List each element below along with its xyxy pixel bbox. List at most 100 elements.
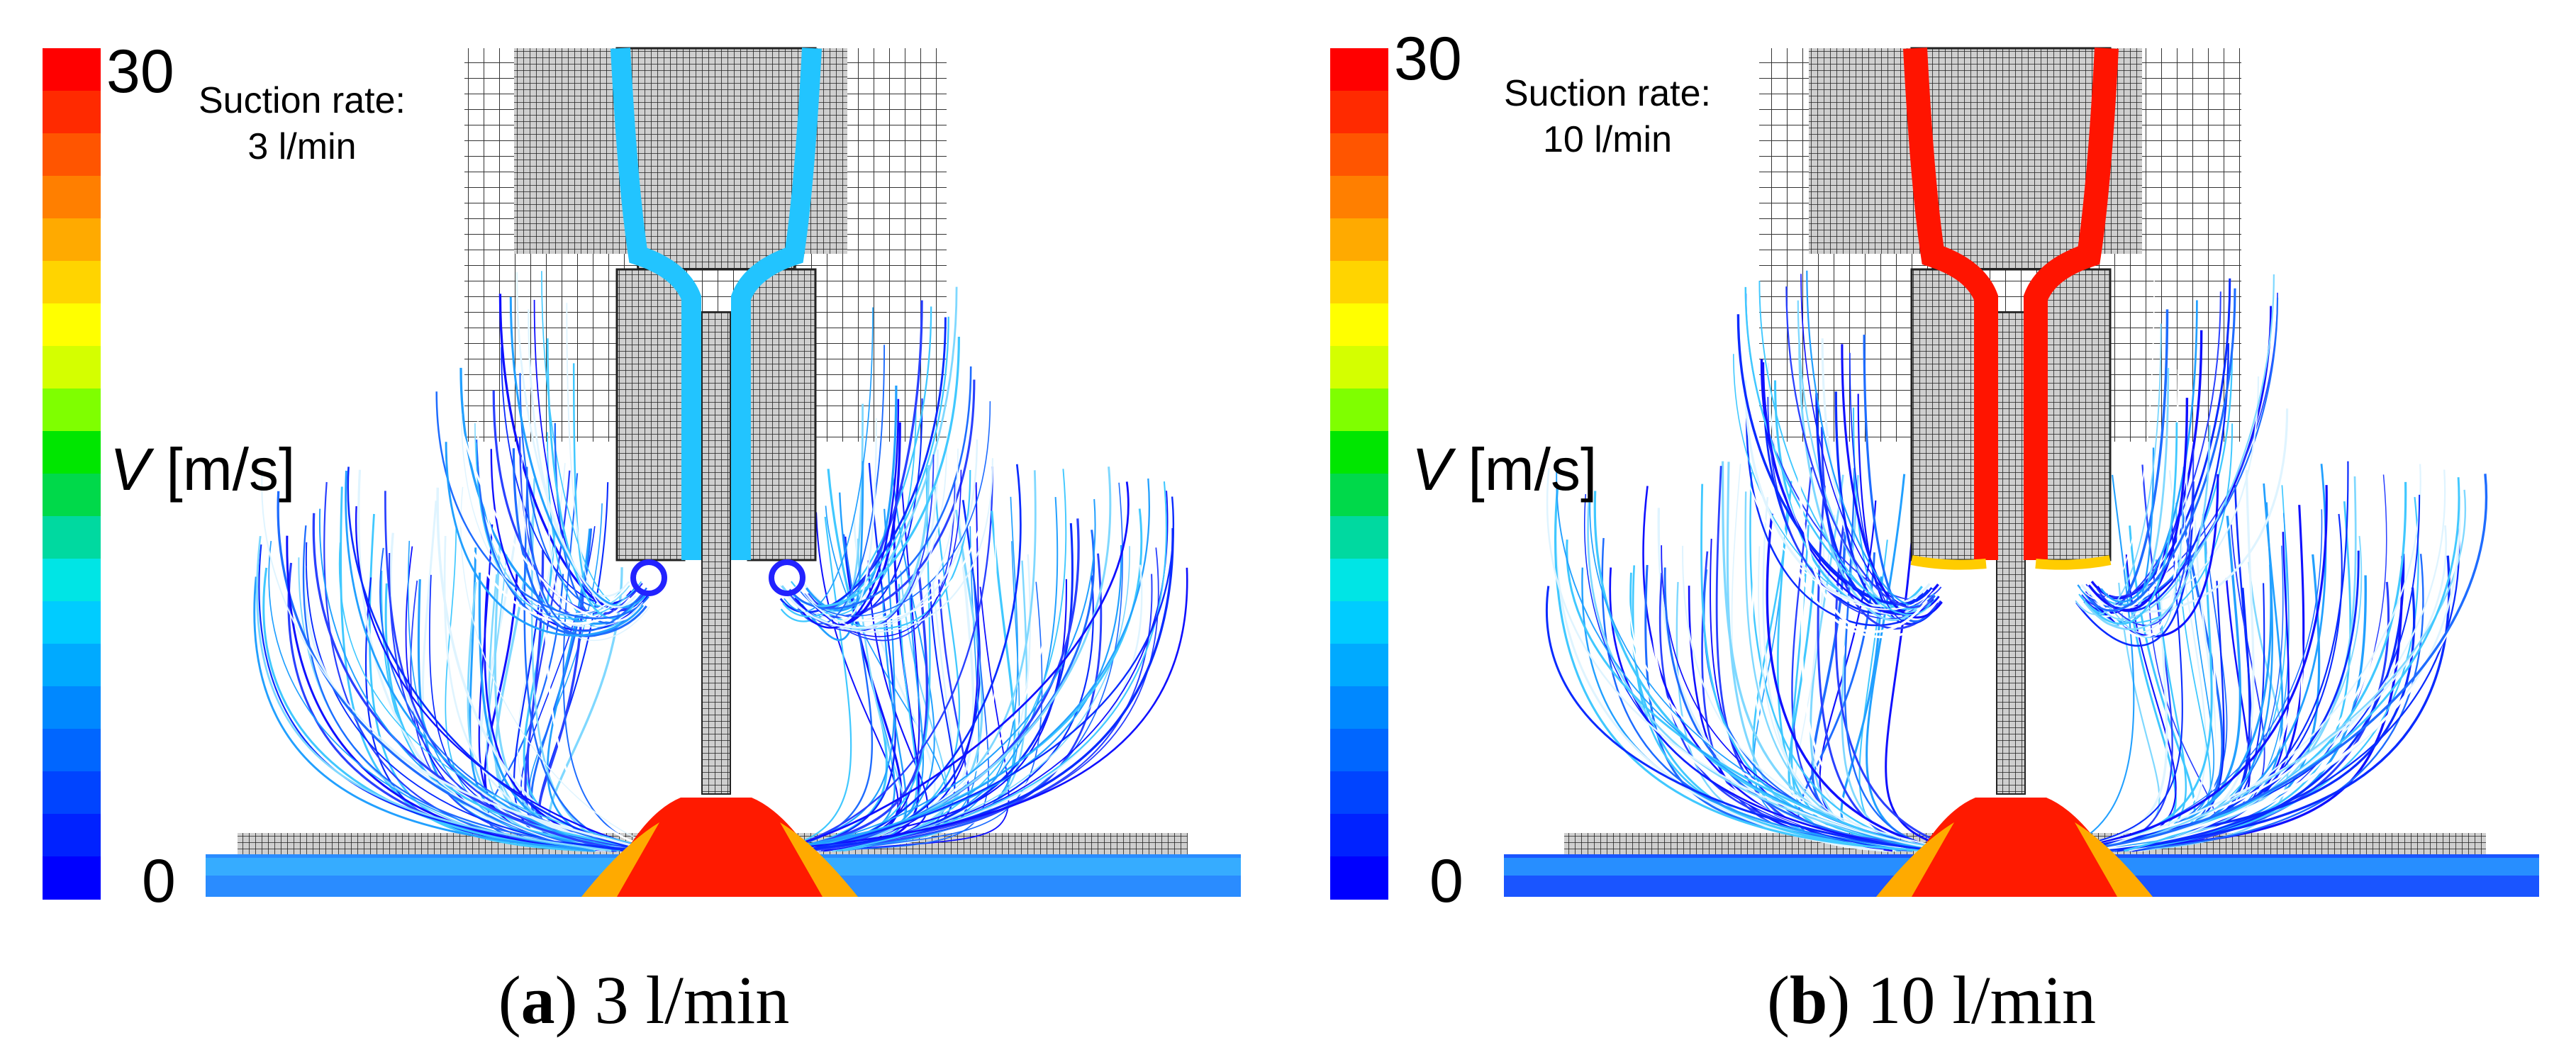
nozzle-upper bbox=[615, 47, 817, 271]
streamline bbox=[1584, 493, 1907, 851]
colorbar-swatch bbox=[43, 389, 101, 432]
streamline bbox=[782, 469, 888, 852]
colorbar-swatch bbox=[43, 559, 101, 602]
colorbar-a bbox=[43, 48, 101, 900]
streamline bbox=[1863, 335, 1937, 623]
caption-b: (b) 10 l/min bbox=[1288, 961, 2575, 1039]
nozzle-left-leg bbox=[615, 268, 686, 561]
streamline bbox=[445, 314, 640, 622]
suction-rate-title: Suction rate: bbox=[1504, 73, 1711, 114]
streamline bbox=[784, 307, 874, 613]
streamline bbox=[2080, 422, 2178, 625]
streamline bbox=[768, 567, 1188, 852]
streamline bbox=[517, 463, 637, 851]
colorbar-swatch bbox=[43, 686, 101, 730]
suction-channel-right bbox=[2024, 47, 2119, 560]
colorbar-swatch bbox=[43, 601, 101, 644]
jet-edge bbox=[1876, 822, 2153, 897]
colorbar-swatch bbox=[1330, 474, 1388, 517]
colorbar-swatch bbox=[1330, 218, 1388, 262]
streamline bbox=[345, 470, 610, 852]
caption-letter: a bbox=[520, 962, 555, 1038]
streamline bbox=[802, 496, 1175, 852]
panel-a: 30 0 V [m/s] Suction rate: 3 l/min (a) 3… bbox=[0, 41, 1288, 1039]
streamline bbox=[2055, 474, 2135, 852]
streamline bbox=[1556, 466, 1944, 851]
streamline bbox=[546, 528, 669, 852]
caption-paren-open: ( bbox=[1766, 962, 1790, 1038]
streamline bbox=[1768, 362, 1928, 615]
streamline bbox=[1744, 286, 1932, 610]
streamline bbox=[819, 575, 1094, 852]
caption-paren-close: ) bbox=[554, 962, 578, 1038]
caption-text: 10 l/min bbox=[1850, 962, 2096, 1038]
colorbar-swatch bbox=[1330, 48, 1388, 91]
streamline bbox=[2124, 464, 2327, 852]
streamlines-b bbox=[1546, 270, 2488, 852]
streamline bbox=[2067, 471, 2481, 852]
colorbar-swatch bbox=[1330, 261, 1388, 304]
streamline bbox=[788, 366, 972, 610]
streamline bbox=[519, 373, 637, 608]
streamline bbox=[490, 449, 649, 632]
colorbar-swatch bbox=[1330, 814, 1388, 857]
streamline bbox=[1730, 371, 1934, 610]
streamline bbox=[268, 540, 620, 851]
streamline bbox=[1546, 586, 1940, 852]
colorbar-swatch bbox=[1330, 176, 1388, 219]
colorbar-swatch bbox=[1330, 91, 1388, 134]
caption-paren-close: ) bbox=[1827, 962, 1851, 1038]
colorbar-swatch bbox=[43, 516, 101, 559]
streamline bbox=[407, 540, 621, 851]
colorbar-swatch bbox=[1330, 856, 1388, 900]
colorbar-swatch bbox=[43, 346, 101, 389]
channel-exit-left bbox=[1910, 555, 1987, 570]
streamline bbox=[501, 347, 640, 604]
colorbar-swatch bbox=[43, 261, 101, 304]
colorbar-swatch bbox=[43, 48, 101, 91]
streamline bbox=[782, 316, 949, 617]
streamline bbox=[776, 571, 929, 852]
streamline bbox=[476, 439, 647, 637]
quantity-variable: V bbox=[110, 436, 150, 503]
colorbar-swatch bbox=[43, 644, 101, 687]
streamline bbox=[771, 478, 1150, 852]
streamline bbox=[800, 527, 1174, 852]
streamline bbox=[814, 570, 990, 851]
colorbar-swatch bbox=[43, 176, 101, 219]
colorbar-swatch bbox=[43, 133, 101, 177]
streamline bbox=[1682, 545, 1964, 852]
streamline bbox=[1601, 537, 1944, 852]
streamline bbox=[1766, 513, 1951, 852]
streamline bbox=[347, 466, 647, 852]
streamline bbox=[2075, 323, 2162, 615]
streamline bbox=[1758, 281, 1931, 615]
channel-exit-right bbox=[2035, 555, 2112, 570]
streamline bbox=[277, 491, 615, 852]
streamline bbox=[2059, 485, 2328, 852]
streamline bbox=[2089, 288, 2236, 612]
streamline bbox=[1797, 440, 1928, 633]
streamline bbox=[1849, 352, 1936, 625]
streamline bbox=[460, 486, 670, 851]
colorbar-swatch bbox=[1330, 729, 1388, 772]
streamline bbox=[258, 544, 645, 852]
streamline bbox=[818, 553, 1103, 852]
streamline bbox=[780, 306, 932, 622]
jet-region bbox=[1897, 798, 2131, 897]
colorbar-swatch bbox=[43, 814, 101, 857]
colorbar-swatch bbox=[43, 729, 101, 772]
streamline bbox=[2111, 476, 2357, 852]
streamline bbox=[771, 498, 1096, 851]
streamline bbox=[526, 466, 647, 632]
suction-rate-label: Suction rate: 10 l/min bbox=[1504, 71, 1711, 163]
streamline bbox=[1806, 270, 1936, 607]
caption-a: (a) 3 l/min bbox=[0, 961, 1288, 1039]
streamline bbox=[1885, 465, 1964, 852]
vortex-right bbox=[769, 559, 805, 596]
streamline bbox=[801, 449, 939, 622]
jet-edge bbox=[581, 822, 858, 897]
streamline bbox=[515, 272, 637, 608]
colorbar-swatch bbox=[1330, 516, 1388, 559]
streamline bbox=[1749, 472, 1948, 852]
